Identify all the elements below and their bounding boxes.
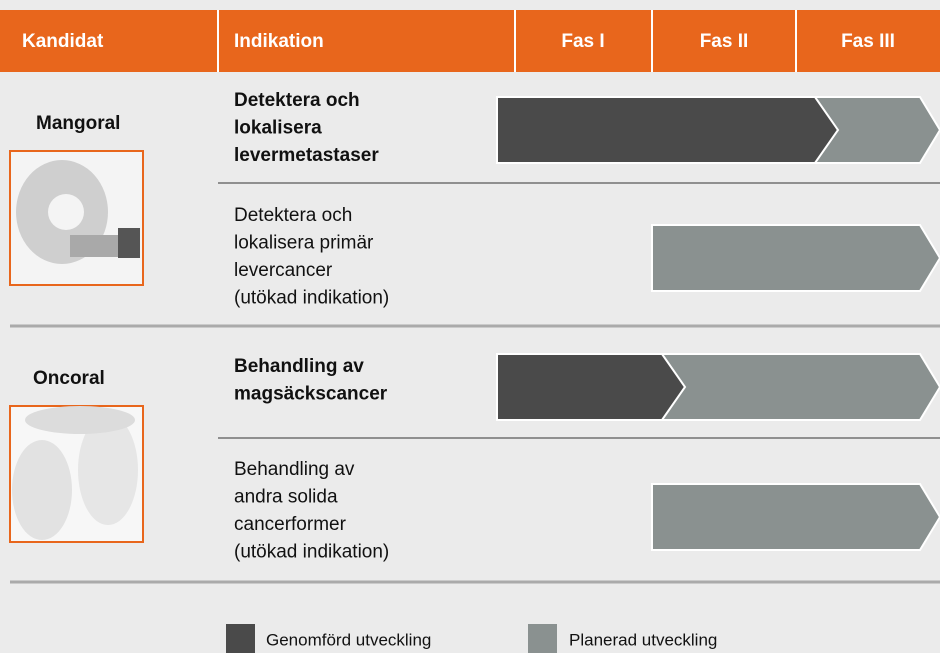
header-cell: Kandidat: [22, 31, 104, 52]
mangoral-image: [10, 151, 143, 285]
pipeline-diagram: Kandidat Indikation Fas I Fas II Fas III…: [0, 0, 940, 653]
completed-arrow: [497, 97, 838, 163]
completed-arrow: [497, 354, 685, 420]
indication-line: Behandling av: [234, 356, 364, 377]
header-cell: Indikation: [234, 31, 324, 52]
indication-line: andra solida: [234, 487, 338, 508]
header-cell: Fas I: [561, 31, 604, 52]
indication-line: (utökad indikation): [234, 542, 389, 563]
indication-line: levercancer: [234, 260, 333, 281]
candidate-name: Mangoral: [36, 113, 120, 134]
header-cell: Fas II: [700, 31, 749, 52]
legend-label: Genomförd utveckling: [266, 630, 431, 649]
header-bar: [0, 10, 940, 72]
oncoral-image: [10, 406, 143, 542]
legend-swatch: [226, 624, 255, 653]
planned-arrow: [652, 225, 940, 291]
legend-swatch: [528, 624, 557, 653]
planned-arrow: [652, 484, 940, 550]
header-cell: Fas III: [841, 31, 895, 52]
indication-line: Detektera och: [234, 90, 360, 111]
candidate-name: Oncoral: [33, 368, 105, 389]
indication-line: cancerformer: [234, 514, 347, 535]
indication-line: magsäckscancer: [234, 384, 388, 405]
indication-line: Behandling av: [234, 459, 355, 480]
indication-line: levermetastaser: [234, 145, 379, 166]
indication-line: Detektera och: [234, 205, 352, 226]
indication-line: lokalisera primär: [234, 233, 374, 254]
legend-label: Planerad utveckling: [569, 630, 717, 649]
indication-line: lokalisera: [234, 118, 322, 139]
indication-line: (utökad indikation): [234, 288, 389, 309]
